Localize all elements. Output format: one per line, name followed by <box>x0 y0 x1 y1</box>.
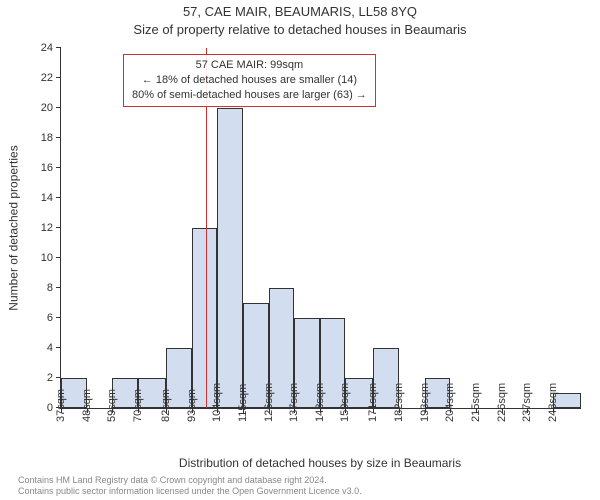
chart-frame: 57, CAE MAIR, BEAUMARIS, LL58 8YQ Size o… <box>0 0 600 500</box>
footer-caption: Contains HM Land Registry data © Crown c… <box>18 475 362 497</box>
y-tick-label: 18 <box>41 132 61 144</box>
histogram-bar <box>217 108 243 408</box>
y-tick-label: 20 <box>41 102 61 114</box>
chart-title-sub: Size of property relative to detached ho… <box>0 22 600 37</box>
y-tick-label: 2 <box>47 372 61 384</box>
annotation-line-1: 57 CAE MAIR: 99sqm <box>132 58 367 73</box>
annotation-line-3: 80% of semi-detached houses are larger (… <box>132 88 367 103</box>
annotation-line-2: ← 18% of detached houses are smaller (14… <box>132 73 367 88</box>
histogram-bar <box>192 228 218 408</box>
y-tick-label: 14 <box>41 192 61 204</box>
y-axis-label: Number of detached properties <box>7 145 21 310</box>
y-axis-label-wrap: Number of detached properties <box>6 48 22 408</box>
y-tick-label: 4 <box>47 342 61 354</box>
x-axis-label: Distribution of detached houses by size … <box>60 456 580 470</box>
y-tick-label: 22 <box>41 72 61 84</box>
y-tick-label: 8 <box>47 282 61 294</box>
y-tick-label: 10 <box>41 252 61 264</box>
y-tick-label: 16 <box>41 162 61 174</box>
plot-area: 57 CAE MAIR: 99sqm ← 18% of detached hou… <box>60 48 581 409</box>
footer-line-2: Contains public sector information licen… <box>18 486 362 497</box>
y-tick-label: 6 <box>47 312 61 324</box>
footer-line-1: Contains HM Land Registry data © Crown c… <box>18 475 362 486</box>
y-tick-label: 12 <box>41 222 61 234</box>
chart-title-main: 57, CAE MAIR, BEAUMARIS, LL58 8YQ <box>0 4 600 19</box>
y-tick-label: 24 <box>41 42 61 54</box>
annotation-box: 57 CAE MAIR: 99sqm ← 18% of detached hou… <box>123 54 376 107</box>
